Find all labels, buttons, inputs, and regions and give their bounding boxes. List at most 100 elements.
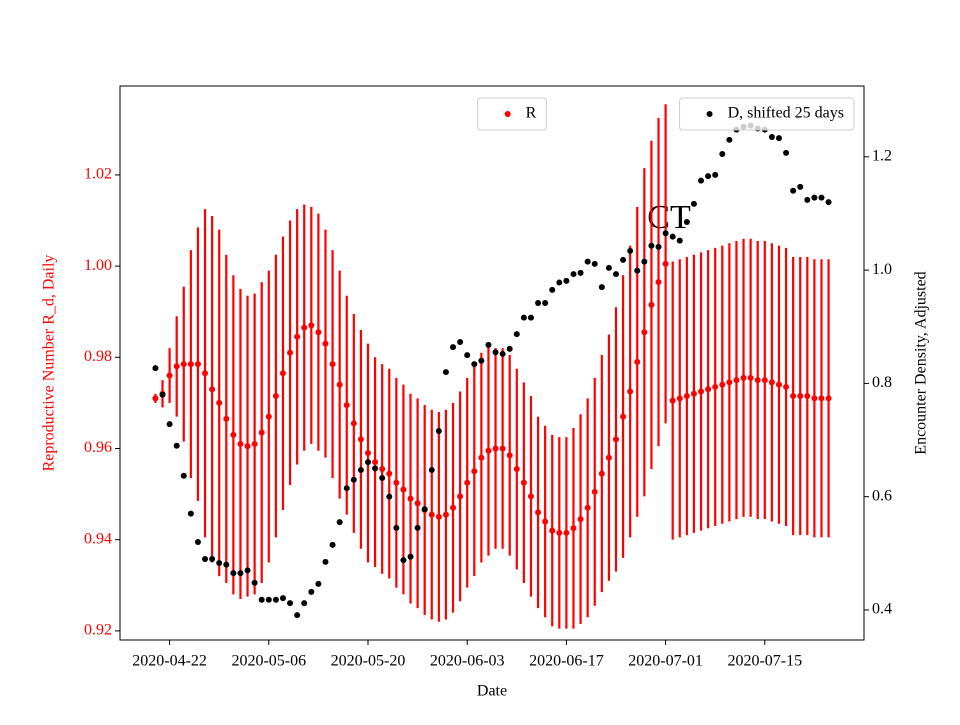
legend: R: [477, 97, 547, 131]
data-point: [166, 421, 173, 428]
data-point: [457, 339, 464, 346]
data-point: [173, 363, 180, 370]
data-point: [407, 553, 414, 560]
data-point: [527, 314, 534, 321]
legend: D, shifted 25 days: [679, 97, 855, 131]
data-point: [428, 467, 435, 474]
data-point: [209, 555, 216, 562]
data-point: [648, 301, 655, 308]
data-point: [570, 525, 577, 532]
y2-tick-label: 0.8: [872, 374, 892, 391]
data-point: [428, 511, 435, 518]
data-point: [251, 579, 258, 586]
data-point: [159, 391, 166, 398]
data-point: [690, 200, 697, 207]
x-tick-label: 2020-04-22: [132, 653, 207, 670]
data-point: [464, 479, 471, 486]
data-point: [499, 350, 506, 357]
data-point: [315, 329, 322, 336]
data-point: [329, 541, 336, 548]
data-point: [797, 393, 804, 400]
x-tick-label: 2020-07-15: [727, 653, 802, 670]
y-tick-label: 0.96: [84, 439, 112, 456]
data-point: [407, 495, 414, 502]
y2-tick-label: 1.0: [872, 261, 892, 278]
data-point: [811, 395, 818, 402]
data-point: [322, 340, 329, 347]
data-point: [471, 361, 478, 368]
plot-frame: [119, 85, 865, 641]
y-tick-label: 0.98: [84, 348, 112, 365]
data-point: [202, 370, 209, 377]
data-point: [379, 474, 386, 481]
legend-marker: [706, 111, 713, 117]
x-tick-label: 2020-05-20: [331, 653, 406, 670]
data-point: [549, 286, 556, 293]
data-point: [605, 454, 612, 461]
data-point: [662, 260, 669, 267]
data-point: [386, 470, 393, 477]
data-point: [450, 344, 457, 351]
data-point: [478, 357, 485, 364]
data-point: [308, 322, 315, 329]
data-point: [825, 199, 832, 206]
data-point: [683, 218, 690, 225]
data-point: [386, 493, 393, 500]
data-point: [634, 358, 641, 365]
data-point: [719, 150, 726, 157]
data-point: [655, 279, 662, 286]
data-point: [797, 183, 804, 190]
data-point: [180, 472, 187, 479]
data-point: [535, 299, 542, 306]
y2-tick-label: 0.6: [872, 487, 892, 504]
y2-axis-label: Encounter Density, Adjusted: [913, 271, 930, 454]
data-point: [669, 397, 676, 404]
x-tick-label: 2020-05-06: [231, 653, 306, 670]
data-point: [294, 612, 301, 619]
data-point: [634, 267, 641, 274]
data-point: [265, 413, 272, 420]
data-point: [372, 459, 379, 466]
data-point: [379, 466, 386, 473]
data-point: [258, 429, 265, 436]
data-point: [520, 314, 527, 321]
data-point: [584, 258, 591, 265]
x-tick-label: 2020-07-01: [628, 653, 703, 670]
legend-box: [477, 97, 547, 131]
data-point: [513, 466, 520, 473]
data-point: [329, 361, 336, 368]
y-axis-label: Reproductive Number R_d, Daily: [41, 255, 58, 472]
data-point: [719, 381, 726, 388]
data-point: [768, 379, 775, 386]
data-point: [365, 450, 371, 457]
data-point: [216, 559, 223, 566]
data-point: [435, 427, 442, 434]
data-point: [527, 493, 534, 500]
data-point: [613, 436, 619, 443]
data-point: [598, 284, 605, 291]
data-point: [372, 465, 379, 472]
data-point: [698, 388, 705, 395]
data-point: [591, 260, 598, 267]
data-point: [350, 420, 357, 427]
data-point: [520, 479, 527, 486]
data-point: [627, 388, 634, 395]
data-point: [818, 194, 825, 201]
data-point: [272, 596, 279, 603]
data-point: [506, 345, 513, 352]
data-point: [591, 488, 598, 495]
data-point: [570, 271, 577, 278]
data-point: [301, 600, 308, 607]
data-point: [705, 386, 712, 393]
data-point: [442, 511, 449, 518]
data-point: [237, 570, 244, 577]
x-axis-label: Date: [477, 683, 507, 700]
data-point: [287, 600, 294, 607]
data-point: [563, 529, 570, 536]
data-point: [669, 233, 676, 240]
data-point: [308, 588, 315, 595]
data-point: [676, 237, 683, 244]
y-tick-label: 0.92: [84, 622, 112, 639]
data-point: [365, 459, 371, 466]
data-point: [485, 341, 492, 348]
